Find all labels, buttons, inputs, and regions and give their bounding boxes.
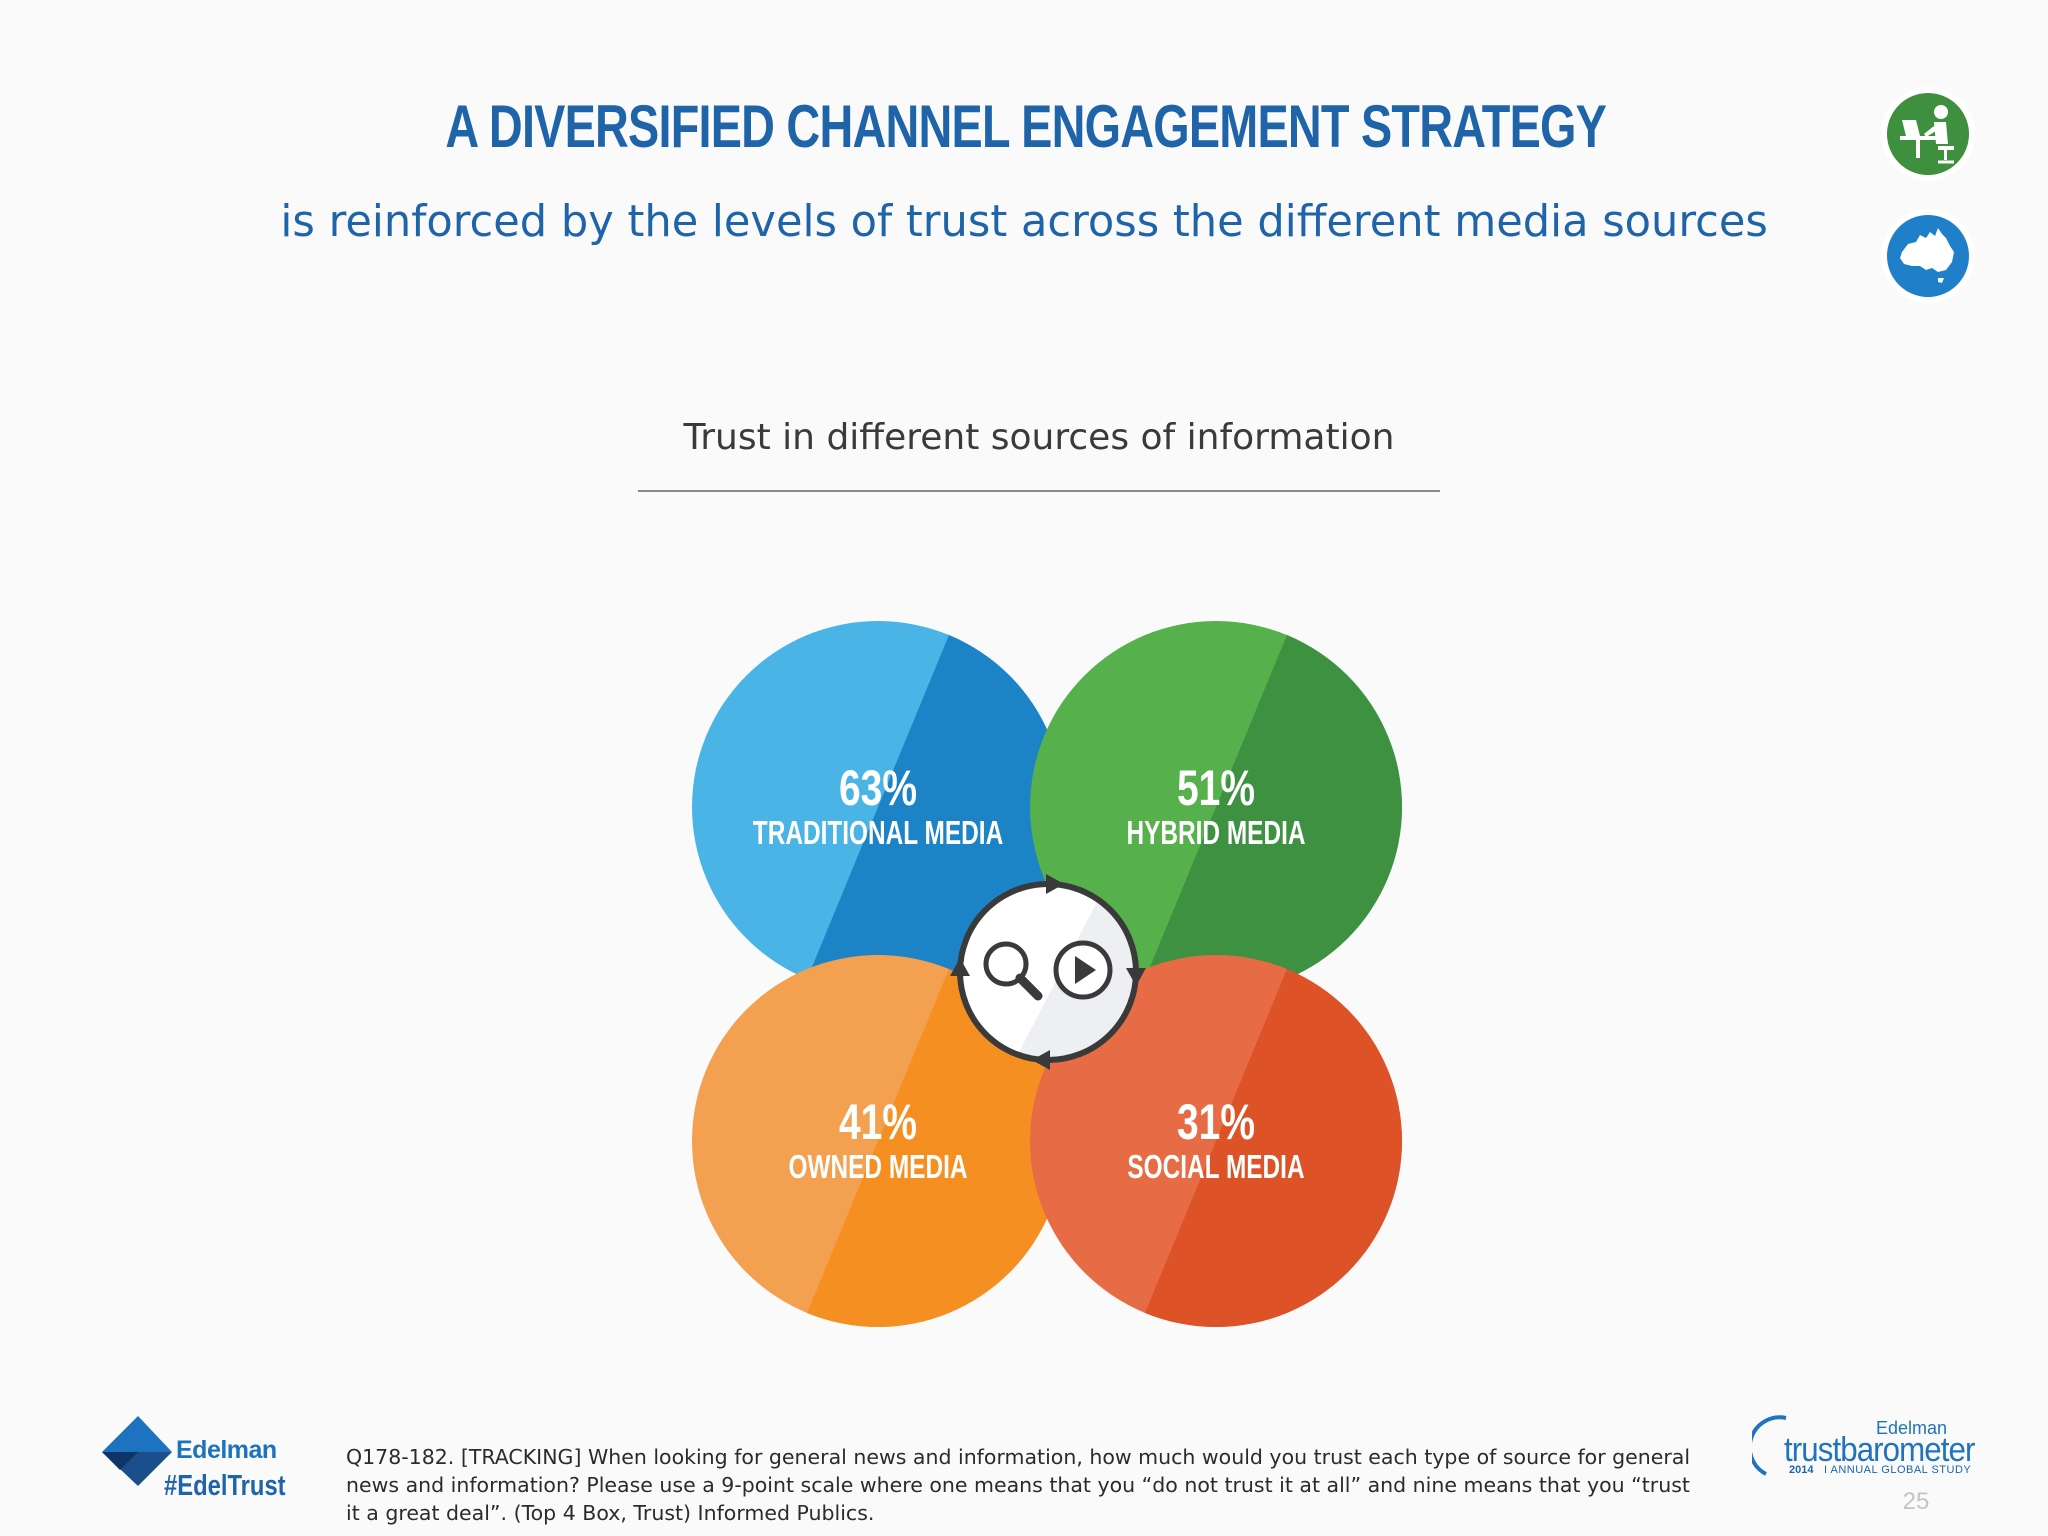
- edelman-brand: Edelman: [176, 1436, 277, 1464]
- bubble-dark-half: [1131, 621, 1402, 993]
- trustbarometer-study: I ANNUAL GLOBAL STUDY: [1824, 1464, 1972, 1476]
- cycle-arrowhead: [1046, 874, 1064, 894]
- cycle-arrowhead: [950, 958, 970, 976]
- trustbarometer-year: 2014: [1789, 1464, 1814, 1476]
- trustbarometer-brand: Edelman: [1875, 1418, 1947, 1438]
- bubble-social-media: 31%SOCIAL MEDIA: [1030, 955, 1402, 1327]
- trustbarometer-swoosh-icon: [1752, 1415, 1787, 1476]
- footnote: Q178-182. [TRACKING] When looking for ge…: [346, 1445, 1691, 1525]
- magnifier-icon: [983, 941, 1043, 1001]
- australia-map-icon: [1880, 208, 1976, 304]
- bubble-category-label: HYBRID MEDIA: [1126, 816, 1305, 852]
- cycle-arrowhead: [1126, 968, 1146, 986]
- bubble-hybrid-media: 51%HYBRID MEDIA: [1030, 621, 1402, 993]
- play-icon: [1053, 940, 1113, 1000]
- trustbarometer-name: trustbarometer: [1784, 1431, 1975, 1469]
- edelman-hashtag[interactable]: #EdelTrust: [164, 1470, 286, 1502]
- chart-title: Trust in different sources of informatio…: [683, 417, 1395, 458]
- bubble-value-label: 31%: [1177, 1093, 1255, 1150]
- bubble-category-label: TRADITIONAL MEDIA: [753, 816, 1003, 852]
- person-at-laptop-icon: [1880, 86, 1976, 182]
- bubble-value-label: 63%: [839, 759, 917, 816]
- page-number: 25: [1902, 1488, 1930, 1515]
- center-badge: [950, 874, 1146, 1070]
- cycle-arrowhead: [1032, 1050, 1050, 1070]
- edelman-logo-mark: [102, 1416, 172, 1486]
- page-subtitle: is reinforced by the levels of trust acr…: [280, 196, 1768, 247]
- bubble-value-label: 41%: [839, 1093, 917, 1150]
- bubble-dark-half: [1131, 955, 1402, 1327]
- page-title: A DIVERSIFIED CHANNEL ENGAGEMENT STRATEG…: [445, 93, 1607, 160]
- bubble-category-label: OWNED MEDIA: [789, 1150, 968, 1186]
- bubble-value-label: 51%: [1177, 759, 1255, 816]
- bubble-category-label: SOCIAL MEDIA: [1127, 1150, 1304, 1186]
- chart-title-divider: [638, 490, 1440, 492]
